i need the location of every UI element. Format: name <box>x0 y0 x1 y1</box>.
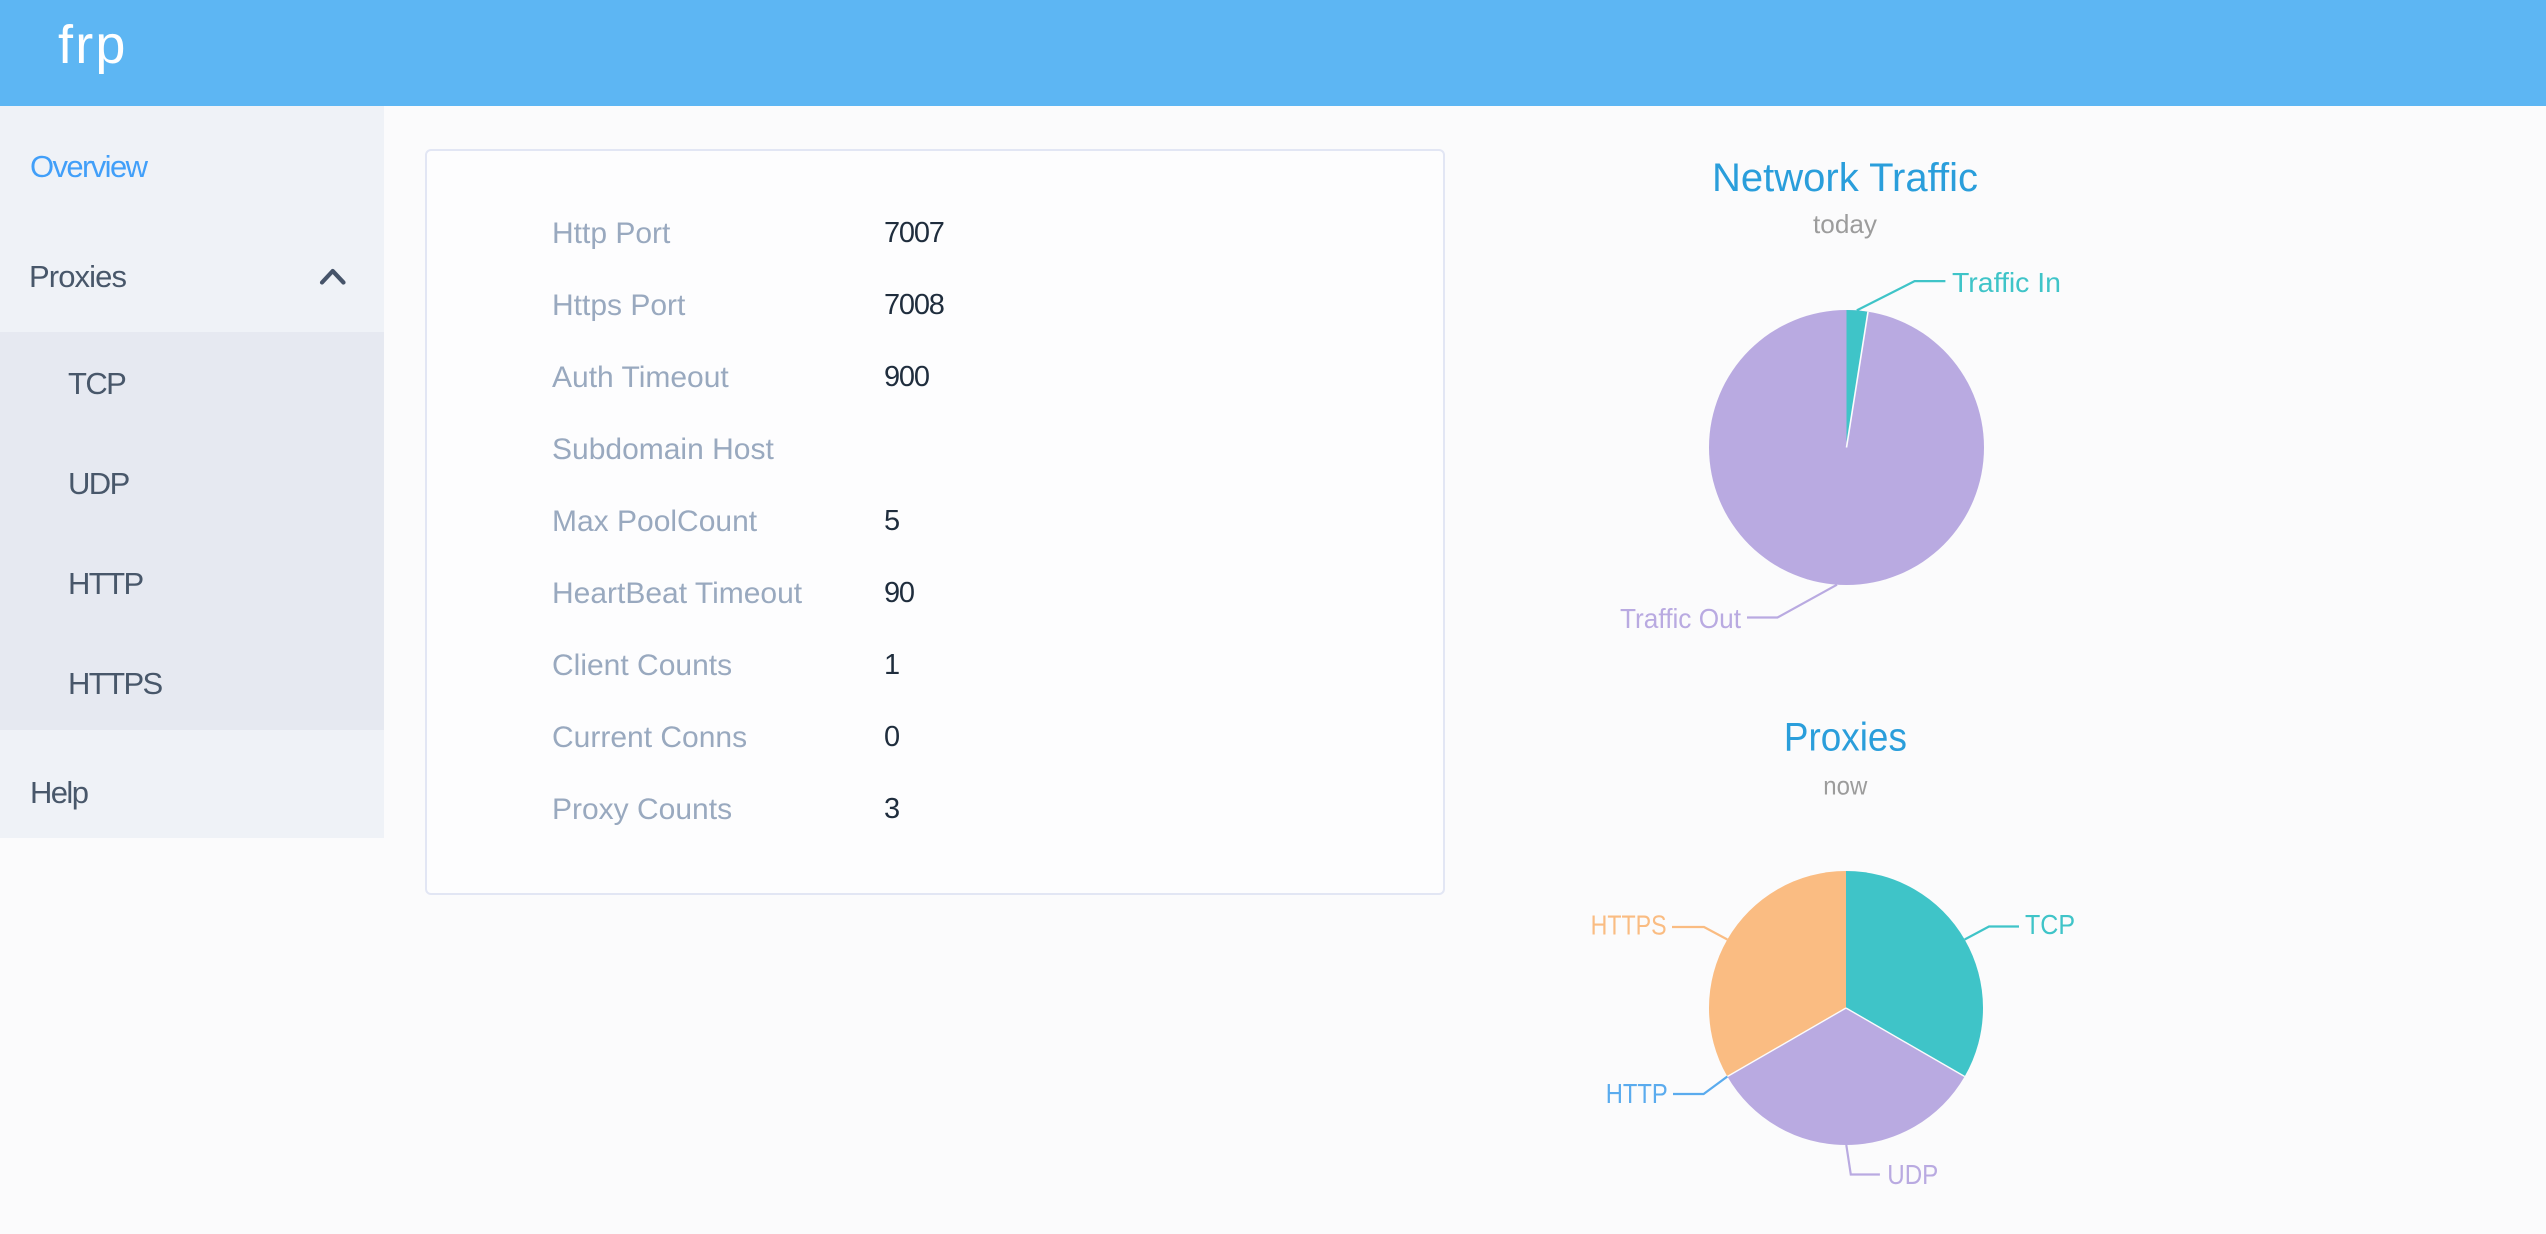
svg-text:TCP: TCP <box>2025 909 2075 940</box>
svg-text:HTTPS: HTTPS <box>1591 910 1667 941</box>
svg-text:Traffic In: Traffic In <box>1952 267 2061 298</box>
svg-text:Traffic Out: Traffic Out <box>1620 603 1741 634</box>
svg-text:today: today <box>1813 209 1877 239</box>
svg-text:Network Traffic: Network Traffic <box>1712 156 1978 200</box>
svg-text:now: now <box>1823 771 1867 801</box>
svg-text:UDP: UDP <box>1887 1159 1938 1190</box>
svg-text:HTTP: HTTP <box>1606 1078 1668 1109</box>
svg-text:Proxies: Proxies <box>1784 716 1907 760</box>
